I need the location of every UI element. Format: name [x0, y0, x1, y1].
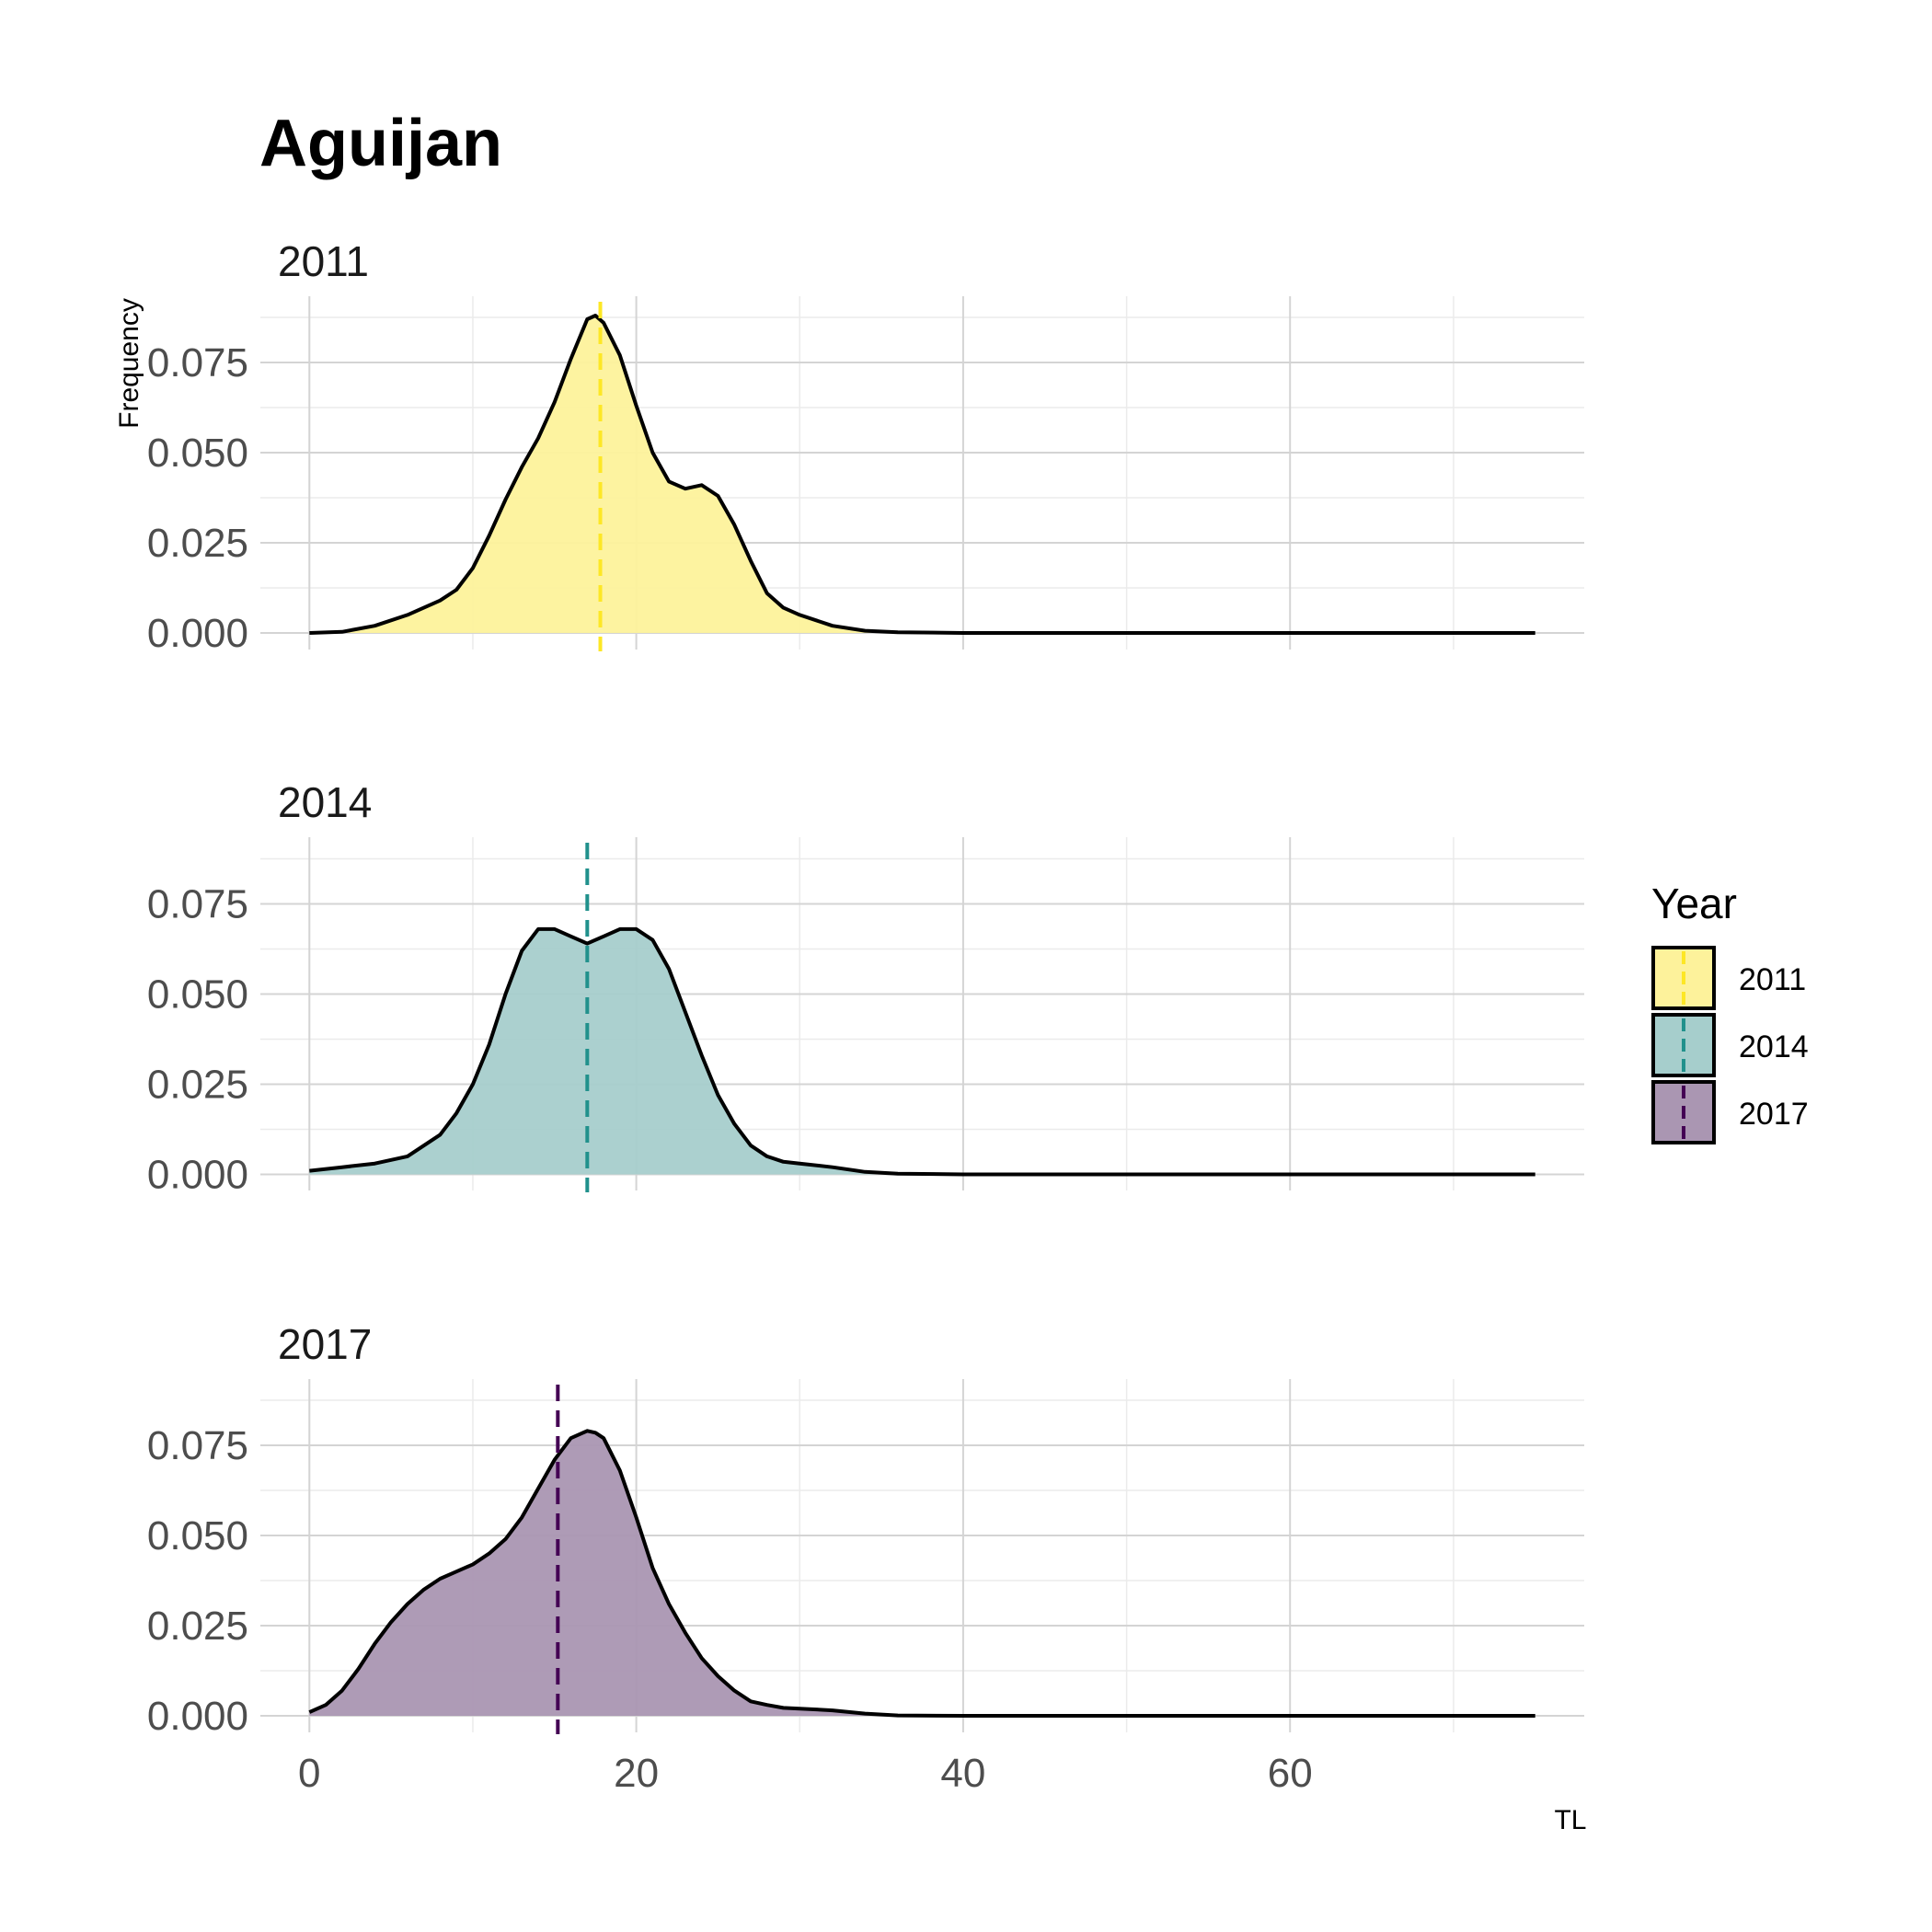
y-tick-label: 0.050 [147, 431, 248, 476]
x-axis-label: TL [1554, 1805, 1586, 1835]
density-area-2014 [309, 928, 1535, 1175]
legend-item-2014: 2014 [1651, 1013, 1809, 1077]
legend-item-2011: 2011 [1651, 946, 1806, 1010]
facet-panels: 0.0000.0250.0500.07520110.0000.0250.0500… [147, 237, 1584, 1739]
facet-panel-2014: 0.000 0.025 0.050 0.075 2014 [147, 778, 1584, 1198]
y-tick-label: 0.025 [147, 1604, 248, 1649]
y-tick-label: 0.000 [147, 1694, 248, 1739]
facet-panel-2011: 0.000 0.025 0.050 0.075 2011 [147, 237, 1584, 656]
y-tick-label: 0.000 [147, 1153, 248, 1198]
y-tick-label: 0.050 [147, 1513, 248, 1558]
legend: Year 2011 2014 2017 [1651, 880, 1809, 1144]
y-tick-label: 0.025 [147, 521, 248, 566]
facet-panel-2017: 0.000 0.025 0.050 0.075 2017 [147, 1320, 1584, 1739]
x-axis: 0 20 40 60 [298, 1751, 1313, 1796]
facet-label-2017: 2017 [278, 1320, 372, 1368]
y-tick-label: 0.050 [147, 972, 248, 1018]
legend-label-2017: 2017 [1739, 1097, 1809, 1132]
x-tick-label: 40 [940, 1751, 985, 1796]
y-axis-label: Frequency [114, 298, 144, 429]
facet-label-2014: 2014 [278, 778, 372, 826]
y-tick-label: 0.075 [147, 1423, 248, 1468]
y-tick-label: 0.075 [147, 882, 248, 927]
x-tick-label: 0 [298, 1751, 320, 1796]
y-tick-label: 0.075 [147, 340, 248, 385]
facet-label-2011: 2011 [278, 237, 369, 285]
density-line-2017 [308, 1429, 1535, 1718]
density-line-2011 [309, 314, 1535, 635]
x-tick-label: 20 [614, 1751, 659, 1796]
x-tick-label: 60 [1268, 1751, 1313, 1796]
y-tick-label: 0.025 [147, 1063, 248, 1108]
legend-label-2014: 2014 [1739, 1029, 1809, 1064]
legend-title: Year [1651, 880, 1737, 927]
legend-label-2011: 2011 [1739, 962, 1806, 997]
legend-item-2017: 2017 [1651, 1080, 1809, 1144]
y-tick-label: 0.000 [147, 611, 248, 656]
density-line-2014 [309, 926, 1535, 1177]
density-area-2017 [309, 1431, 1535, 1716]
chart-title: Aguijan [259, 107, 502, 180]
density-area-2011 [309, 316, 1535, 633]
